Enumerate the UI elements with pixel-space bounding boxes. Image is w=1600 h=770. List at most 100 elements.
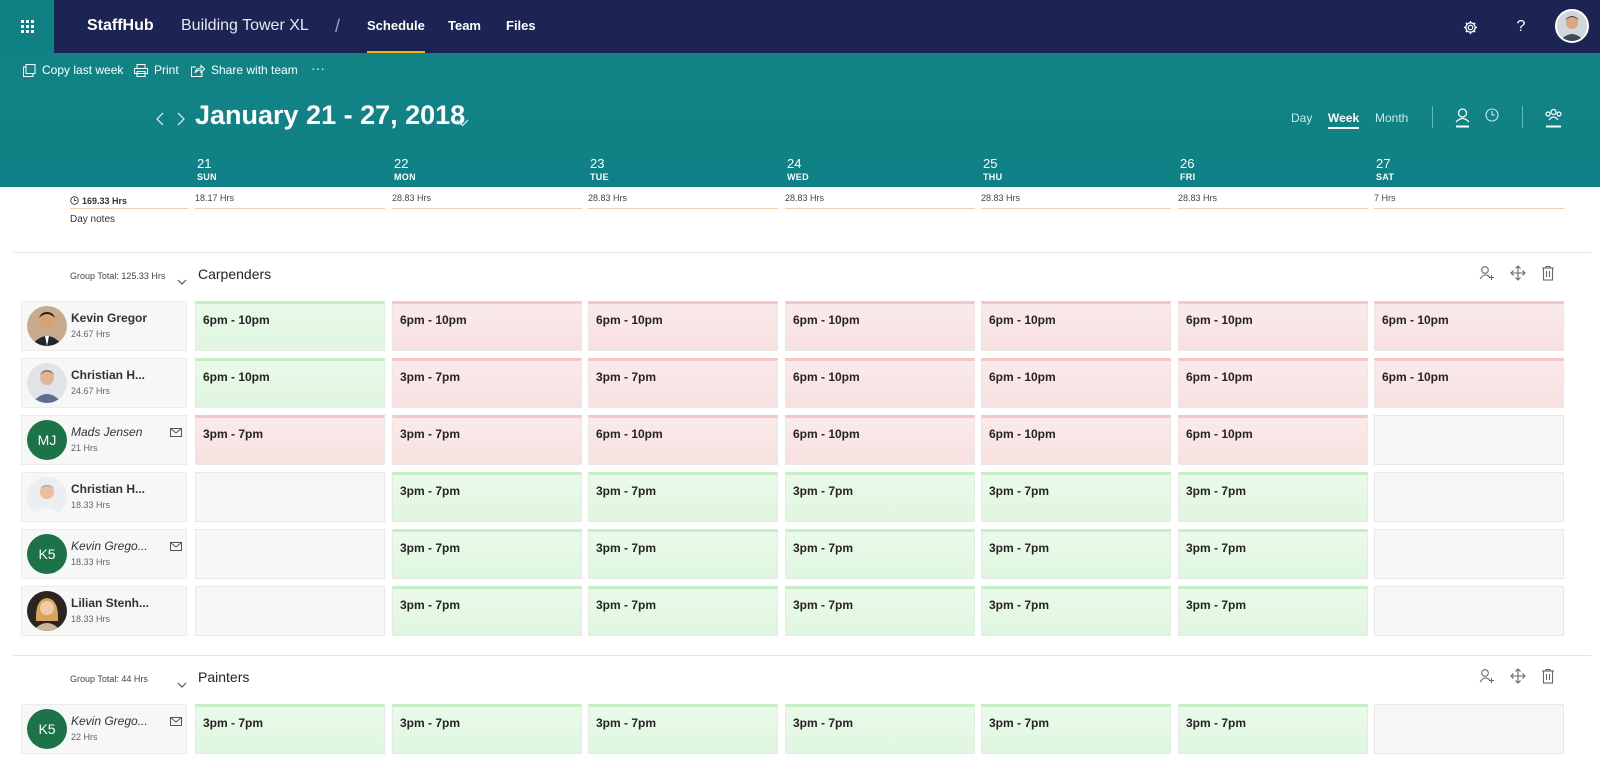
shift-cell[interactable]: 3pm - 7pm xyxy=(981,586,1171,636)
shift-cell[interactable]: 6pm - 10pm xyxy=(981,415,1171,465)
delete-group-button[interactable] xyxy=(1541,668,1555,689)
shift-cell[interactable]: 3pm - 7pm xyxy=(588,472,778,522)
member-card[interactable]: Kevin Gregor 24.67 Hrs xyxy=(21,301,187,351)
tab-team[interactable]: Team xyxy=(448,18,481,33)
member-name: Christian H... xyxy=(71,482,146,496)
group-name[interactable]: Carpenders xyxy=(198,266,272,282)
people-view-button[interactable] xyxy=(1455,108,1470,133)
tab-files[interactable]: Files xyxy=(506,18,536,33)
shift-cell[interactable]: 6pm - 10pm xyxy=(1178,301,1368,351)
previous-week-button[interactable] xyxy=(155,110,164,131)
shift-cell[interactable]: 3pm - 7pm xyxy=(588,358,778,408)
shift-cell[interactable]: 6pm - 10pm xyxy=(981,301,1171,351)
empty-shift-cell[interactable] xyxy=(1374,415,1564,465)
move-group-button[interactable] xyxy=(1510,668,1526,689)
help-button[interactable]: ? xyxy=(1516,18,1526,35)
empty-shift-cell[interactable] xyxy=(195,586,385,636)
shift-cell[interactable]: 6pm - 10pm xyxy=(785,301,975,351)
time-view-button[interactable] xyxy=(1485,108,1499,127)
shift-cell[interactable]: 6pm - 10pm xyxy=(588,415,778,465)
shift-cell[interactable]: 6pm - 10pm xyxy=(981,358,1171,408)
shift-cell[interactable]: 6pm - 10pm xyxy=(1178,415,1368,465)
member-name: Kevin Gregor xyxy=(71,311,148,325)
shift-cell[interactable]: 3pm - 7pm xyxy=(981,704,1171,754)
member-card[interactable]: K5 Kevin Grego... 18.33 Hrs xyxy=(21,529,187,579)
shift-cell[interactable]: 6pm - 10pm xyxy=(195,358,385,408)
waffle-icon xyxy=(20,20,34,33)
shift-cell[interactable]: 6pm - 10pm xyxy=(1374,301,1564,351)
shift-cell[interactable]: 6pm - 10pm xyxy=(1374,358,1564,408)
shift-cell[interactable]: 3pm - 7pm xyxy=(195,415,385,465)
shift-cell[interactable]: 3pm - 7pm xyxy=(588,704,778,754)
shift-cell[interactable]: 3pm - 7pm xyxy=(1178,529,1368,579)
shift-cell[interactable]: 3pm - 7pm xyxy=(392,529,582,579)
move-group-button[interactable] xyxy=(1510,265,1526,286)
member-card[interactable]: MJ Mads Jensen 21 Hrs xyxy=(21,415,187,465)
shift-cell[interactable]: 3pm - 7pm xyxy=(1178,704,1368,754)
day-hours-fri: 28.83 Hrs xyxy=(1178,191,1368,209)
shift-cell[interactable]: 6pm - 10pm xyxy=(392,301,582,351)
shift-cell[interactable]: 3pm - 7pm xyxy=(1178,586,1368,636)
shift-cell[interactable]: 3pm - 7pm xyxy=(785,472,975,522)
member-card[interactable]: Lilian Stenh... 18.33 Hrs xyxy=(21,586,187,636)
invite-mail-button[interactable] xyxy=(170,713,182,731)
shift-cell[interactable]: 3pm - 7pm xyxy=(1178,472,1368,522)
empty-shift-cell[interactable] xyxy=(1374,529,1564,579)
shift-cell[interactable]: 6pm - 10pm xyxy=(195,301,385,351)
shift-cell[interactable]: 3pm - 7pm xyxy=(981,472,1171,522)
shift-cell[interactable]: 6pm - 10pm xyxy=(785,415,975,465)
shift-cell[interactable]: 3pm - 7pm xyxy=(785,529,975,579)
shift-cell[interactable]: 6pm - 10pm xyxy=(1178,358,1368,408)
user-avatar[interactable] xyxy=(1555,9,1589,43)
view-week-button[interactable]: Week xyxy=(1328,111,1360,129)
shift-cell[interactable]: 3pm - 7pm xyxy=(588,529,778,579)
member-card[interactable]: Christian H... 18.33 Hrs xyxy=(21,472,187,522)
date-range-title[interactable]: January 21 - 27, 2018 xyxy=(195,100,466,130)
tab-schedule[interactable]: Schedule xyxy=(367,18,425,53)
empty-shift-cell[interactable] xyxy=(1374,586,1564,636)
settings-button[interactable] xyxy=(1459,16,1481,38)
shift-cell[interactable]: 3pm - 7pm xyxy=(785,704,975,754)
next-week-button[interactable] xyxy=(177,110,186,131)
group-collapse-toggle[interactable] xyxy=(177,675,187,693)
empty-shift-cell[interactable] xyxy=(1374,472,1564,522)
member-card[interactable]: K5 Kevin Grego... 22 Hrs xyxy=(21,704,187,754)
view-month-button[interactable]: Month xyxy=(1375,111,1409,125)
empty-shift-cell[interactable] xyxy=(1374,704,1564,754)
shift-cell[interactable]: 3pm - 7pm xyxy=(392,415,582,465)
add-member-button[interactable] xyxy=(1479,265,1495,286)
delete-group-button[interactable] xyxy=(1541,265,1555,286)
share-with-team-button[interactable]: Share with team xyxy=(191,63,298,77)
day-notes-label[interactable]: Day notes xyxy=(70,214,116,225)
invite-mail-button[interactable] xyxy=(170,424,182,442)
shift-cell[interactable]: 3pm - 7pm xyxy=(785,586,975,636)
shift-cell[interactable]: 3pm - 7pm xyxy=(588,586,778,636)
shift-cell[interactable]: 6pm - 10pm xyxy=(785,358,975,408)
print-button[interactable]: Print xyxy=(134,63,179,77)
view-separator xyxy=(1432,106,1433,128)
more-commands-button[interactable]: ··· xyxy=(311,60,325,76)
chevron-right-icon xyxy=(177,112,185,126)
shift-cell[interactable]: 6pm - 10pm xyxy=(588,301,778,351)
app-brand[interactable]: StaffHub xyxy=(87,17,154,34)
empty-shift-cell[interactable] xyxy=(195,529,385,579)
invite-mail-button[interactable] xyxy=(170,538,182,556)
add-member-button[interactable] xyxy=(1479,668,1495,689)
empty-shift-cell[interactable] xyxy=(195,472,385,522)
group-name[interactable]: Painters xyxy=(198,669,250,685)
app-launcher-button[interactable] xyxy=(0,0,54,53)
shift-cell[interactable]: 3pm - 7pm xyxy=(981,529,1171,579)
shift-cell[interactable]: 3pm - 7pm xyxy=(392,358,582,408)
team-name[interactable]: Building Tower XL xyxy=(181,17,309,34)
group-view-button[interactable] xyxy=(1545,108,1562,133)
group-collapse-toggle[interactable] xyxy=(177,272,187,290)
shift-cell[interactable]: 3pm - 7pm xyxy=(195,704,385,754)
shift-cell[interactable]: 3pm - 7pm xyxy=(392,472,582,522)
shift-cell[interactable]: 3pm - 7pm xyxy=(392,704,582,754)
shift-cell[interactable]: 3pm - 7pm xyxy=(392,586,582,636)
member-hours: 18.33 Hrs xyxy=(71,557,111,567)
date-picker-toggle[interactable] xyxy=(456,114,469,132)
view-day-button[interactable]: Day xyxy=(1291,111,1313,125)
copy-last-week-button[interactable]: Copy last week xyxy=(23,63,123,77)
member-card[interactable]: Christian H... 24.67 Hrs xyxy=(21,358,187,408)
